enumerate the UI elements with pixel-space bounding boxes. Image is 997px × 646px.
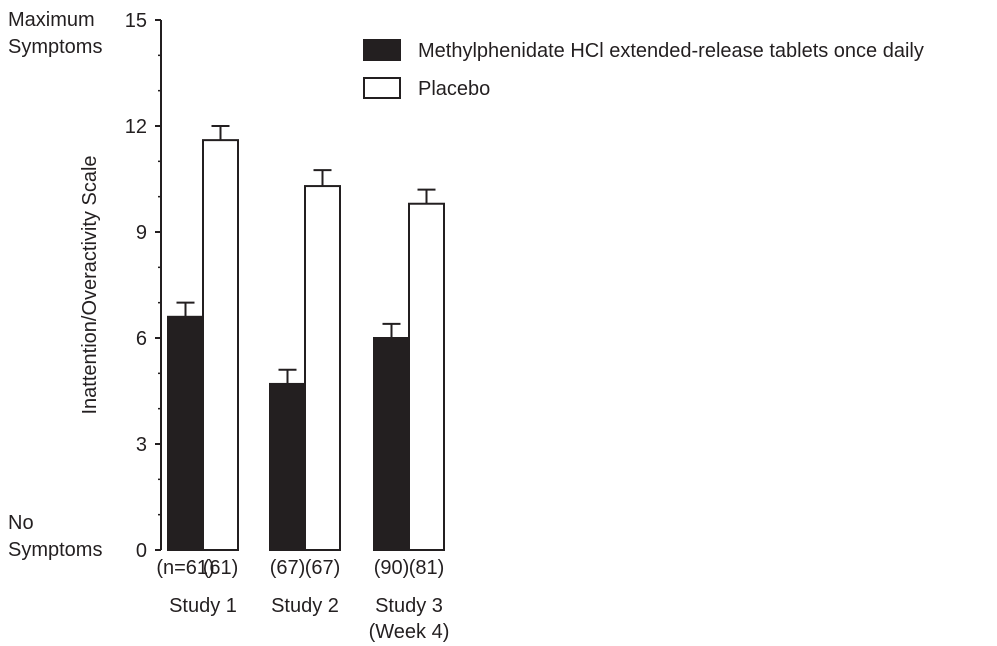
y-tick-label: 9 <box>136 222 147 244</box>
n-label: (67) <box>305 557 341 579</box>
y-min-annotation-line2: Symptoms <box>8 539 102 561</box>
bar <box>373 337 410 551</box>
bar <box>167 315 204 551</box>
group-label: Study 2 <box>271 595 339 617</box>
legend-swatch <box>363 77 401 99</box>
bar <box>269 382 306 551</box>
y-max-annotation-line1: Maximum <box>8 9 95 31</box>
y-max-annotation-line2: Symptoms <box>8 36 102 58</box>
y-tick-label: 0 <box>136 540 147 562</box>
y-tick-label: 6 <box>136 328 147 350</box>
y-tick-label: 12 <box>125 116 147 138</box>
axes: 0 3 6 9 12 15 Inattention/Overactivity Scale Ma… <box>8 9 162 562</box>
bar <box>202 139 239 551</box>
group-sublabel: (Week 4) <box>369 621 450 643</box>
n-label: (90) <box>374 557 410 579</box>
legend-label: Placebo <box>418 78 490 100</box>
bar <box>408 202 445 551</box>
legend-swatch <box>363 39 401 61</box>
legend-label: Methylphenidate HCl extended-release tab… <box>418 40 924 62</box>
n-label: (61) <box>203 557 239 579</box>
y-tick-label: 15 <box>125 10 147 32</box>
y-axis-title: Inattention/Overactivity Scale <box>79 155 101 414</box>
bar <box>304 185 341 551</box>
y-min-annotation-line1: No <box>8 512 34 534</box>
labels: (n=61)(61) Study 1 (67) (67) Study 2 (90) (81)… <box>156 557 449 643</box>
n-label: (67) <box>270 557 306 579</box>
n-label: (81) <box>409 557 445 579</box>
bars <box>167 125 445 551</box>
group-label: Study 1 <box>169 595 237 617</box>
group-label: Study 3 <box>375 595 443 617</box>
legend: Methylphenidate HCl extended-release tab… <box>363 39 924 100</box>
y-tick-label: 3 <box>136 434 147 456</box>
n-label: (n=61) <box>156 557 214 579</box>
